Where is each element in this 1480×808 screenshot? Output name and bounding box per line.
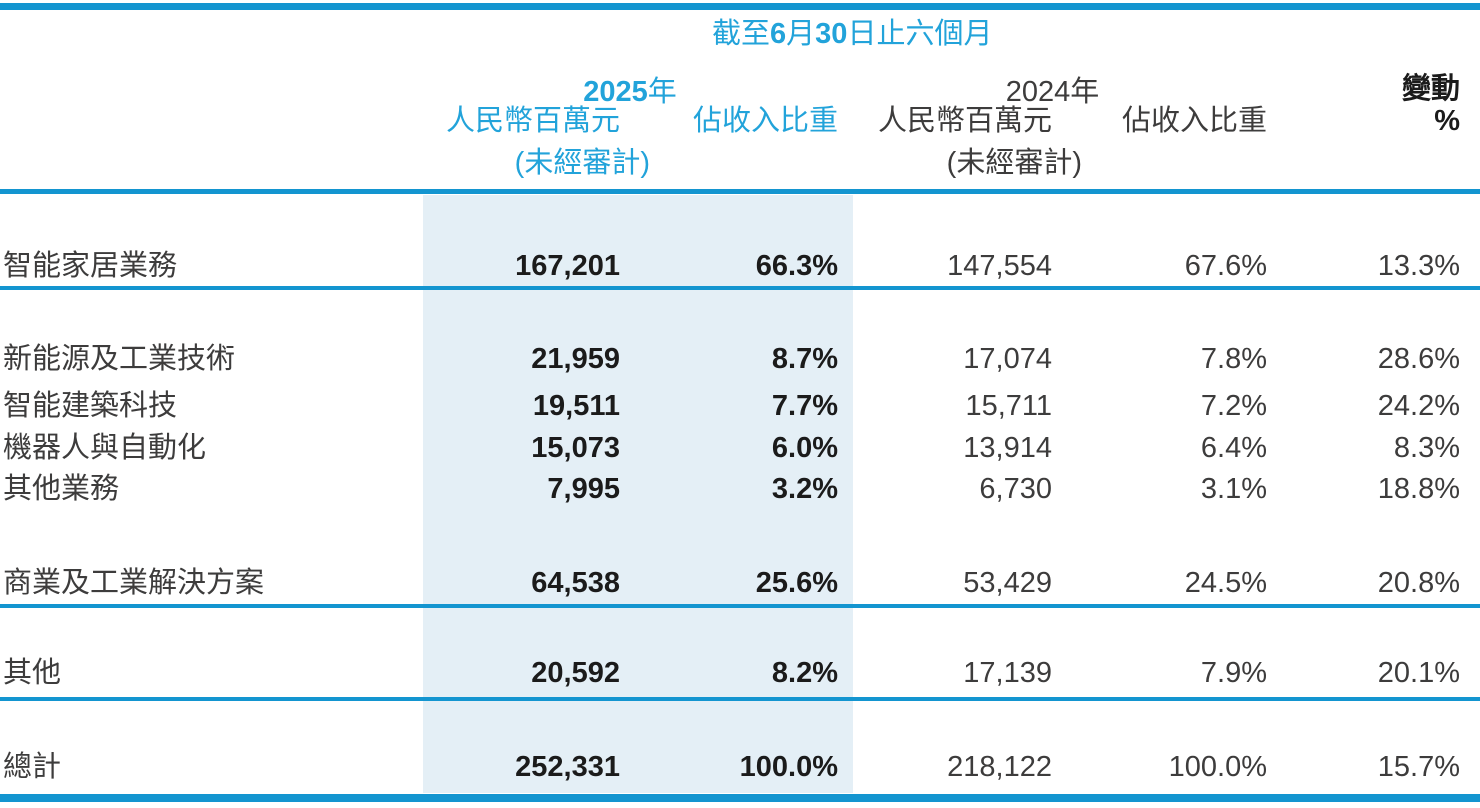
- change-value: 15.7%: [1377, 751, 1460, 783]
- unaudited-row: (未經審計) (未經審計): [0, 148, 1460, 178]
- row-divider-line: [0, 604, 1480, 608]
- value-2025: 7,995: [547, 473, 620, 505]
- unaudited-note-2024: (未經審計): [946, 147, 1082, 179]
- year-2025-suffix: 年: [647, 76, 677, 108]
- column-header-rmb-2025: 人民幣百萬元: [445, 105, 620, 137]
- value-2024: 218,122: [947, 751, 1052, 783]
- year-2024-suffix: 年: [1070, 76, 1100, 108]
- period-text: 月: [786, 18, 816, 50]
- row-label: 智能家居業務: [3, 250, 178, 282]
- row-label: 商業及工業解決方案: [3, 567, 265, 599]
- table-top-border: [0, 3, 1480, 10]
- share-2025: 100.0%: [739, 751, 838, 783]
- change-column-header: 變動: [1401, 73, 1460, 105]
- column-header-rmb-2024: 人民幣百萬元: [877, 105, 1052, 137]
- share-2024: 7.9%: [1200, 657, 1267, 689]
- column-headers-row: 人民幣百萬元 佔收入比重 人民幣百萬元 佔收入比重 %: [0, 106, 1460, 136]
- unaudited-note-2025: (未經審計): [514, 147, 650, 179]
- share-2024: 7.8%: [1200, 343, 1267, 375]
- table-bottom-border: [0, 794, 1480, 802]
- row-label: 智能建築科技: [3, 390, 178, 422]
- value-2024: 6,730: [979, 473, 1052, 505]
- year-2024-number: 2024: [1005, 76, 1071, 108]
- share-2024: 24.5%: [1184, 567, 1267, 599]
- period-text: 截至: [712, 18, 771, 50]
- row-label: 其他: [3, 657, 62, 689]
- row-others: 其他 20,592 8.2% 17,139 7.9% 20.1%: [0, 658, 1460, 688]
- share-2024: 100.0%: [1168, 751, 1267, 783]
- row-label: 其他業務: [3, 473, 120, 505]
- change-value: 20.1%: [1377, 657, 1460, 689]
- share-2025: 8.2%: [771, 657, 838, 689]
- period-month-number: 6: [770, 18, 787, 50]
- column-header-share-2024: 佔收入比重: [1121, 105, 1267, 137]
- share-2025: 8.7%: [771, 343, 838, 375]
- share-2024: 67.6%: [1184, 250, 1267, 282]
- row-divider-line: [0, 286, 1480, 290]
- row-label: 總計: [3, 751, 62, 783]
- value-2024: 53,429: [963, 567, 1052, 599]
- year-2025-header: 2025年: [422, 68, 838, 110]
- value-2025: 252,331: [515, 751, 620, 783]
- header-divider-line: [0, 189, 1480, 194]
- period-day-number: 30: [815, 18, 848, 50]
- change-value: 28.6%: [1377, 343, 1460, 375]
- row-new-energy-industrial: 新能源及工業技術 21,959 8.7% 17,074 7.8% 28.6%: [0, 344, 1460, 374]
- value-2025: 20,592: [531, 657, 620, 689]
- column-header-share-2025: 佔收入比重: [692, 105, 838, 137]
- row-commercial-industrial-solutions: 商業及工業解決方案 64,538 25.6% 53,429 24.5% 20.8…: [0, 568, 1460, 598]
- year-2024-header: 2024年: [838, 68, 1267, 110]
- row-label: 新能源及工業技術: [3, 343, 236, 375]
- share-2025: 6.0%: [771, 432, 838, 464]
- change-value: 18.8%: [1377, 473, 1460, 505]
- row-robotics-automation: 機器人與自動化 15,073 6.0% 13,914 6.4% 8.3%: [0, 433, 1460, 463]
- value-2025: 64,538: [531, 567, 620, 599]
- period-title: 截至6月30日止六個月: [712, 19, 992, 49]
- share-2024: 3.1%: [1200, 473, 1267, 505]
- column-header-change-unit: %: [1434, 105, 1460, 137]
- row-smart-home: 智能家居業務 167,201 66.3% 147,554 67.6% 13.3%: [0, 251, 1460, 281]
- value-2024: 15,711: [965, 390, 1052, 422]
- row-label: 機器人與自動化: [3, 432, 207, 464]
- value-2024: 17,139: [963, 657, 1052, 689]
- highlight-band-2025: [423, 195, 853, 793]
- share-2024: 6.4%: [1200, 432, 1267, 464]
- share-2025: 25.6%: [755, 567, 838, 599]
- row-total: 總計 252,331 100.0% 218,122 100.0% 15.7%: [0, 752, 1460, 782]
- share-2025: 7.7%: [771, 390, 838, 422]
- value-2025: 21,959: [531, 343, 620, 375]
- change-value: 20.8%: [1377, 567, 1460, 599]
- value-2025: 15,073: [531, 432, 620, 464]
- share-2025: 66.3%: [755, 250, 838, 282]
- change-value: 13.3%: [1377, 250, 1460, 282]
- year-2025-number: 2025: [583, 76, 648, 108]
- row-other-business: 其他業務 7,995 3.2% 6,730 3.1% 18.8%: [0, 474, 1460, 504]
- row-divider-line: [0, 697, 1480, 701]
- change-value: 8.3%: [1393, 432, 1460, 464]
- value-2024: 147,554: [947, 250, 1052, 282]
- value-2024: 13,914: [963, 432, 1052, 464]
- value-2025: 19,511: [532, 390, 620, 422]
- value-2024: 17,074: [963, 343, 1052, 375]
- value-2025: 167,201: [515, 250, 620, 282]
- share-2024: 7.2%: [1200, 390, 1267, 422]
- change-value: 24.2%: [1377, 390, 1460, 422]
- share-2025: 3.2%: [771, 473, 838, 505]
- row-smart-building: 智能建築科技 19,511 7.7% 15,711 7.2% 24.2%: [0, 391, 1460, 421]
- period-text: 日止六個月: [847, 18, 993, 50]
